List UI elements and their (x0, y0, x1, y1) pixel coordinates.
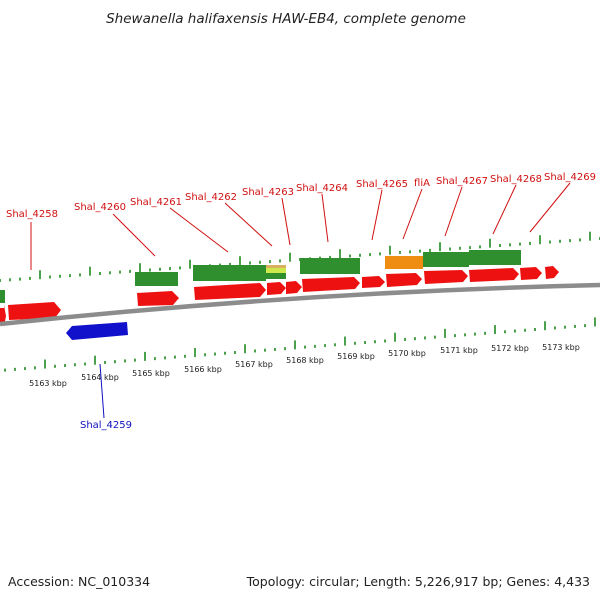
genome-title: Shewanella halifaxensis HAW-EB4, complet… (106, 11, 466, 27)
kbp-scale-label: 5172 kbp (491, 344, 529, 353)
gene-label: Shal_4268 (490, 174, 542, 185)
leader-line (492, 184, 517, 235)
gene-arrow (520, 267, 542, 280)
feature-block (0, 290, 5, 303)
kbp-scale-label: 5166 kbp (184, 365, 222, 374)
gene-arrow (386, 273, 422, 287)
gene-label: Shal_4263 (242, 187, 294, 198)
reverse-gene-arrow (66, 322, 128, 340)
gene-arrow (194, 283, 266, 300)
genome-backbone (0, 282, 600, 327)
inner-tick-ring (4, 317, 596, 372)
kbp-scale-label: 5168 kbp (286, 356, 324, 365)
gene-label: Shal_4258 (6, 209, 58, 220)
genome-summary-text: Topology: circular; Length: 5,226,917 bp… (246, 574, 590, 589)
leader-line (321, 193, 329, 243)
kbp-scale-label: 5169 kbp (337, 352, 375, 361)
gene-arrow (137, 291, 179, 306)
gene-label: Shal_4261 (130, 197, 182, 208)
gene-label: Shal_4269 (544, 172, 596, 183)
gene-label: Shal_4267 (436, 176, 488, 187)
gene-arrow (8, 302, 61, 320)
leader-line (529, 182, 571, 233)
gene-arrow (286, 281, 302, 294)
kbp-scale: 5163 kbp 5164 kbp 5165 kbp 5166 kbp 5167 kbp… (29, 343, 580, 388)
leader-line (281, 197, 291, 246)
kbp-scale-label: 5165 kbp (132, 369, 170, 378)
gene-arrow (424, 270, 468, 284)
kbp-scale-label: 5170 kbp (388, 349, 426, 358)
forward-gene-track (0, 266, 559, 327)
leader-line (112, 213, 156, 257)
feature-block (300, 258, 360, 274)
leader-line (371, 189, 383, 241)
gene-arrow (545, 266, 559, 279)
leader-line (169, 207, 229, 253)
feature-block (469, 250, 521, 265)
kbp-scale-label: 5173 kbp (542, 343, 580, 352)
gene-arrow (302, 277, 360, 292)
outer-tick-ring (0, 231, 600, 282)
gene-label: Shal_4260 (74, 202, 126, 213)
feature-block (423, 252, 469, 267)
gene-arrow (469, 268, 519, 282)
gene-arrow (267, 282, 286, 295)
kbp-scale-label: 5164 kbp (81, 373, 119, 382)
accession-text: Accession: NC_010334 (8, 574, 150, 589)
kbp-scale-label: 5171 kbp (440, 346, 478, 355)
gene-label: fliA (414, 178, 430, 189)
kbp-scale-label: 5163 kbp (29, 379, 67, 388)
feature-track (0, 250, 521, 303)
gene-label: Shal_4262 (185, 192, 237, 203)
gene-label: Shal_4264 (296, 183, 348, 194)
feature-block (193, 265, 266, 281)
gene-label: Shal_4265 (356, 179, 408, 190)
feature-block (266, 273, 286, 279)
feature-block (385, 256, 423, 269)
gene-label: Shal_4259 (80, 420, 132, 431)
feature-block (266, 268, 286, 273)
leader-line (224, 202, 273, 247)
leader-line (444, 186, 463, 237)
leader-line (402, 188, 423, 240)
kbp-scale-label: 5167 kbp (235, 360, 273, 369)
leader-line (99, 363, 105, 419)
gene-label-layer: Shal_4258 Shal_4260 Shal_4261 Shal_4262 Shal… (6, 172, 596, 431)
feature-block (135, 272, 178, 286)
gene-arrow (362, 276, 385, 288)
